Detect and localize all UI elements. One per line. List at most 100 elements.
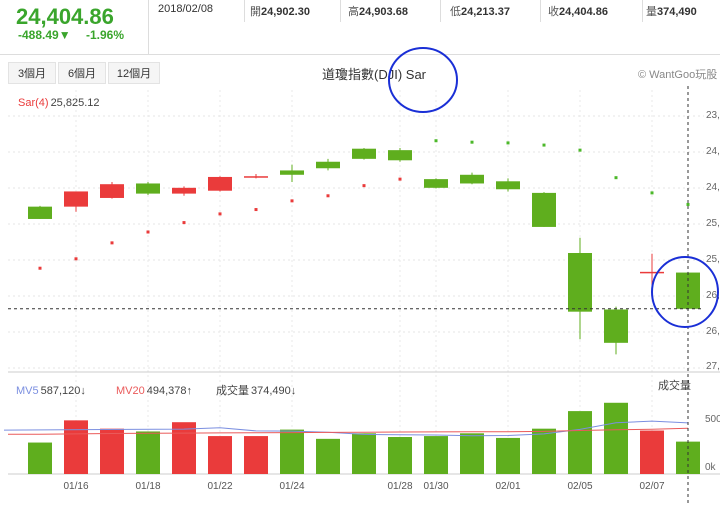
- brand-watermark: © WantGoo玩股: [638, 69, 718, 81]
- volume-bar: [136, 431, 160, 474]
- volume-bar: [460, 433, 484, 474]
- sar-legend: Sar(4) 25,825.12: [18, 97, 100, 109]
- price-box: 24,404.86 -488.49▼ -1.96%: [0, 0, 149, 54]
- annotation-circle-last-candle: [651, 256, 719, 328]
- candle-body: [244, 176, 268, 178]
- candle-body: [64, 191, 88, 207]
- candle-body: [136, 183, 160, 194]
- volume-tick-0: 0k: [705, 462, 717, 473]
- candle-body: [640, 271, 664, 274]
- x-tick-label: 02/07: [639, 481, 664, 492]
- volume-legend: 成交量 374,490↓: [216, 383, 296, 397]
- volume-bar: [496, 437, 520, 474]
- quote-low: 低24,213.37: [450, 6, 510, 18]
- candle: [136, 182, 160, 196]
- volume-bar: [532, 428, 556, 474]
- candle: [496, 178, 520, 192]
- volume-bar: [28, 442, 52, 474]
- y-tick-label: 27,: [706, 361, 720, 372]
- candle: [280, 164, 304, 183]
- candle: [28, 205, 52, 219]
- chart-title: 道瓊指數(DJI) Sar: [322, 67, 427, 82]
- volume-bar: [352, 433, 376, 474]
- quote-volume: 量374,490: [646, 6, 697, 18]
- candle: [352, 147, 376, 160]
- range-6m-button[interactable]: 6個月: [58, 62, 106, 84]
- candle-body: [280, 170, 304, 175]
- candle: [460, 172, 484, 185]
- quote-open: 開24,902.30: [250, 6, 310, 18]
- sar-dot: [38, 266, 42, 270]
- price-change-pct: -1.96%: [86, 28, 125, 42]
- range-12m-button[interactable]: 12個月: [108, 62, 160, 84]
- y-tick-label: 24,: [706, 146, 720, 157]
- annotation-circle-title: [388, 47, 458, 113]
- sar-dot: [362, 184, 366, 188]
- candle: [100, 182, 124, 199]
- quote-date: 2018/02/08: [158, 3, 214, 15]
- candle-body: [496, 181, 520, 190]
- candle-body: [28, 206, 52, 219]
- candle-body: [604, 309, 628, 343]
- candle-body: [532, 192, 556, 227]
- sar-dot: [686, 202, 690, 206]
- divider: [642, 0, 643, 22]
- quote-close: 收24,404.86: [548, 6, 608, 18]
- candle: [244, 174, 268, 179]
- y-tick-label: 23,: [706, 110, 720, 121]
- x-tick-label: 01/22: [207, 481, 232, 492]
- sar-dot: [398, 177, 402, 181]
- y-tick-label: 24,: [706, 182, 720, 193]
- divider: [244, 0, 245, 22]
- sar-dot: [146, 230, 150, 234]
- candle-body: [316, 161, 340, 169]
- mv5-legend: MV5 587,120↓: [16, 385, 86, 397]
- sar-dot: [650, 191, 654, 195]
- x-tick-label: 01/28: [387, 481, 412, 492]
- sar-dot: [182, 221, 186, 225]
- volume-bar: [172, 422, 196, 474]
- candle: [532, 192, 556, 227]
- quote-high: 高24,903.68: [348, 6, 408, 18]
- y-tick-label: 25,: [706, 254, 720, 265]
- x-tick-label: 01/16: [63, 481, 88, 492]
- candle: [568, 237, 592, 340]
- divider: [340, 0, 341, 22]
- volume-bar: [604, 402, 628, 474]
- candle: [64, 191, 88, 212]
- sar-dot: [506, 141, 510, 145]
- candle: [316, 158, 340, 171]
- sar-dots: [38, 139, 690, 270]
- volume-bar: [568, 411, 592, 474]
- volume-bar: [244, 436, 268, 474]
- candle-body: [568, 253, 592, 312]
- quote-bar: 24,404.86 -488.49▼ -1.96% 2018/02/08 開24…: [0, 0, 720, 55]
- candle: [640, 253, 664, 288]
- candle-body: [352, 148, 376, 159]
- candle: [208, 176, 232, 192]
- y-axis-labels: 23, 24, 24, 25, 25, 26, 26, 27,: [706, 110, 720, 372]
- x-tick-label: 01/30: [423, 481, 448, 492]
- candle: [388, 147, 412, 162]
- range-3m-button[interactable]: 3個月: [8, 62, 56, 84]
- sar-dot: [470, 140, 474, 144]
- mv20-legend: MV20 494,378↑: [116, 385, 192, 397]
- sar-dot: [110, 241, 114, 245]
- candle-body: [460, 174, 484, 184]
- volume-tick-500: 500: [705, 414, 720, 425]
- x-axis-labels: 01/16 01/18 01/22 01/24 01/28 01/30 02/01 02/05…: [63, 481, 664, 492]
- x-tick-label: 01/24: [279, 481, 304, 492]
- sar-dot: [254, 208, 258, 212]
- sar-dot: [434, 139, 438, 143]
- sar-dot: [578, 148, 582, 152]
- y-tick-label: 26,: [706, 326, 720, 337]
- mv5-line: [3, 420, 689, 437]
- volume-bar: [100, 428, 124, 474]
- candle-body: [208, 176, 232, 191]
- sar-dot: [326, 194, 330, 198]
- sar-dot: [74, 257, 78, 261]
- candle: [172, 186, 196, 196]
- sar-dot: [290, 199, 294, 203]
- y-tick-label: 26,: [706, 290, 720, 301]
